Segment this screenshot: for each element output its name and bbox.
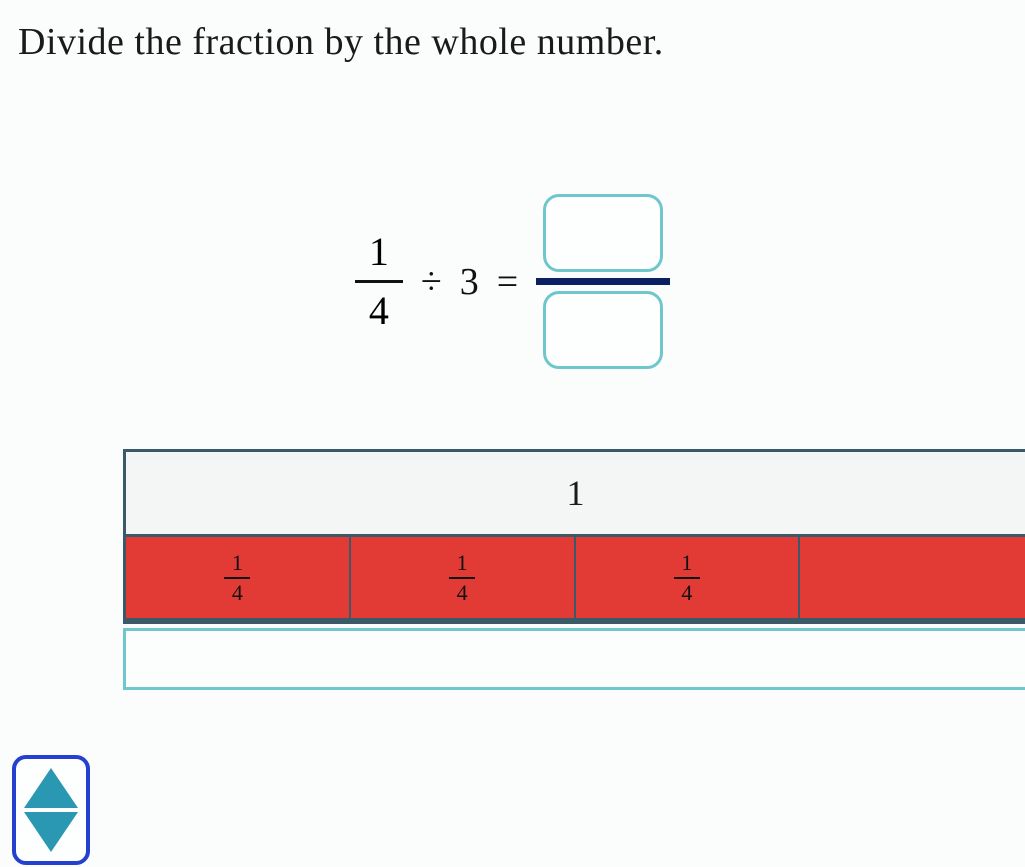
quarter-fraction: 1 4 xyxy=(224,552,250,604)
quarter-num: 1 xyxy=(457,552,468,574)
division-operator: ÷ xyxy=(421,260,442,304)
equation: 1 4 ÷ 3 = xyxy=(18,194,1007,369)
quarter-bar xyxy=(224,577,250,579)
quarter-den: 4 xyxy=(232,582,243,604)
arrow-up-icon[interactable] xyxy=(24,768,78,808)
quarter-bar xyxy=(674,577,700,579)
instruction-text: Divide the fraction by the whole number. xyxy=(18,20,1007,64)
quarter-den: 4 xyxy=(681,582,692,604)
user-partition-row[interactable] xyxy=(123,628,1025,690)
equation-fraction: 1 4 xyxy=(355,228,403,335)
quarters-row: 1 4 1 4 1 4 xyxy=(126,537,1025,621)
divisor: 3 xyxy=(460,260,479,304)
quarter-num: 1 xyxy=(681,552,692,574)
quarter-num: 1 xyxy=(232,552,243,574)
quarter-cell: 1 4 xyxy=(576,537,801,618)
fraction-denominator: 4 xyxy=(361,287,397,335)
quarter-den: 4 xyxy=(457,582,468,604)
quarter-cell: 1 4 xyxy=(351,537,576,618)
equals-sign: = xyxy=(497,260,518,304)
answer-fraction-bar xyxy=(536,278,670,285)
whole-label: 1 xyxy=(567,472,585,514)
arrow-down-icon[interactable] xyxy=(24,812,78,852)
partition-spinner[interactable] xyxy=(12,755,90,865)
model-table: 1 1 4 1 4 1 4 xyxy=(123,449,1025,624)
quarter-cell xyxy=(800,537,1025,618)
whole-row: 1 xyxy=(126,452,1025,537)
quarter-cell: 1 4 xyxy=(126,537,351,618)
fraction-numerator: 1 xyxy=(361,228,397,276)
answer-fraction xyxy=(536,194,670,369)
answer-numerator-input[interactable] xyxy=(543,194,663,272)
quarter-fraction: 1 4 xyxy=(449,552,475,604)
quarter-bar xyxy=(449,577,475,579)
fraction-model: 1 1 4 1 4 1 4 xyxy=(123,449,1025,690)
fraction-bar xyxy=(355,280,403,283)
answer-denominator-input[interactable] xyxy=(543,291,663,369)
quarter-fraction: 1 4 xyxy=(674,552,700,604)
